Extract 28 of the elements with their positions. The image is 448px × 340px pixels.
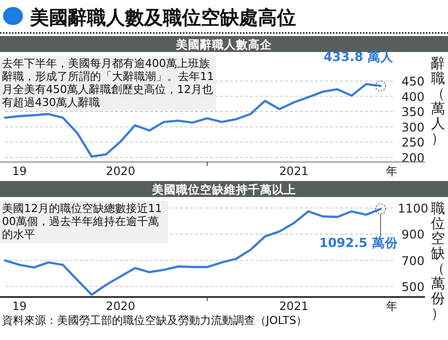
- title-banner: 美國職位空缺維持千萬以上: [0, 181, 448, 197]
- y-axis-title: 辭職（萬人）: [431, 56, 445, 147]
- chart-title: 美國辭職人數及職位空缺處高位: [29, 7, 296, 29]
- y-tick-label: 400: [402, 90, 424, 104]
- annotation: 去年下半年，美國每月都有逾400萬上班族辭職，形成了所謂的「大辭職潮」。去年11月全美有450萬人辭職創歷史高位，12月也有超過430萬人辭職: [2, 57, 214, 109]
- x-tick-label: 19: [12, 299, 27, 313]
- y-tick-label: 900: [402, 228, 424, 242]
- title-banner: 美國辭職人數高企: [0, 36, 448, 52]
- y-tick-label: 450: [402, 74, 424, 88]
- x-axis-title: 年: [386, 164, 398, 178]
- chart-subtitle: 美國辭職人數高企: [175, 38, 273, 52]
- x-tick-label: 2020: [106, 299, 136, 313]
- y-tick-label: 350: [402, 105, 424, 120]
- y-tick-label: 250: [402, 136, 424, 150]
- y-tick-label: 700: [402, 254, 424, 268]
- y-tick-label: 1100: [398, 202, 428, 216]
- y-tick-label: 300: [402, 120, 424, 134]
- y-axis-title: 職位空缺（萬份）: [431, 201, 445, 322]
- y-tick-label: 500: [402, 280, 424, 294]
- source-note: 資料來源：美國勞工部的職位空缺及勞動力流動調查（JOLTS）: [2, 314, 308, 327]
- annotation: 美國12月的職位空缺總數接近1100萬個，過去半年維持在逾千萬的水平: [2, 202, 162, 241]
- x-axis-title: 年: [386, 299, 398, 313]
- annotation: 1092.5 萬份: [319, 234, 399, 250]
- x-tick-label: 2021: [279, 164, 309, 178]
- x-tick-label: 2021: [279, 299, 309, 313]
- x-tick-label: 2020: [106, 164, 136, 178]
- chart-title: 美國職位空缺維持千萬以上: [151, 182, 296, 196]
- x-tick-label: 19: [12, 164, 27, 178]
